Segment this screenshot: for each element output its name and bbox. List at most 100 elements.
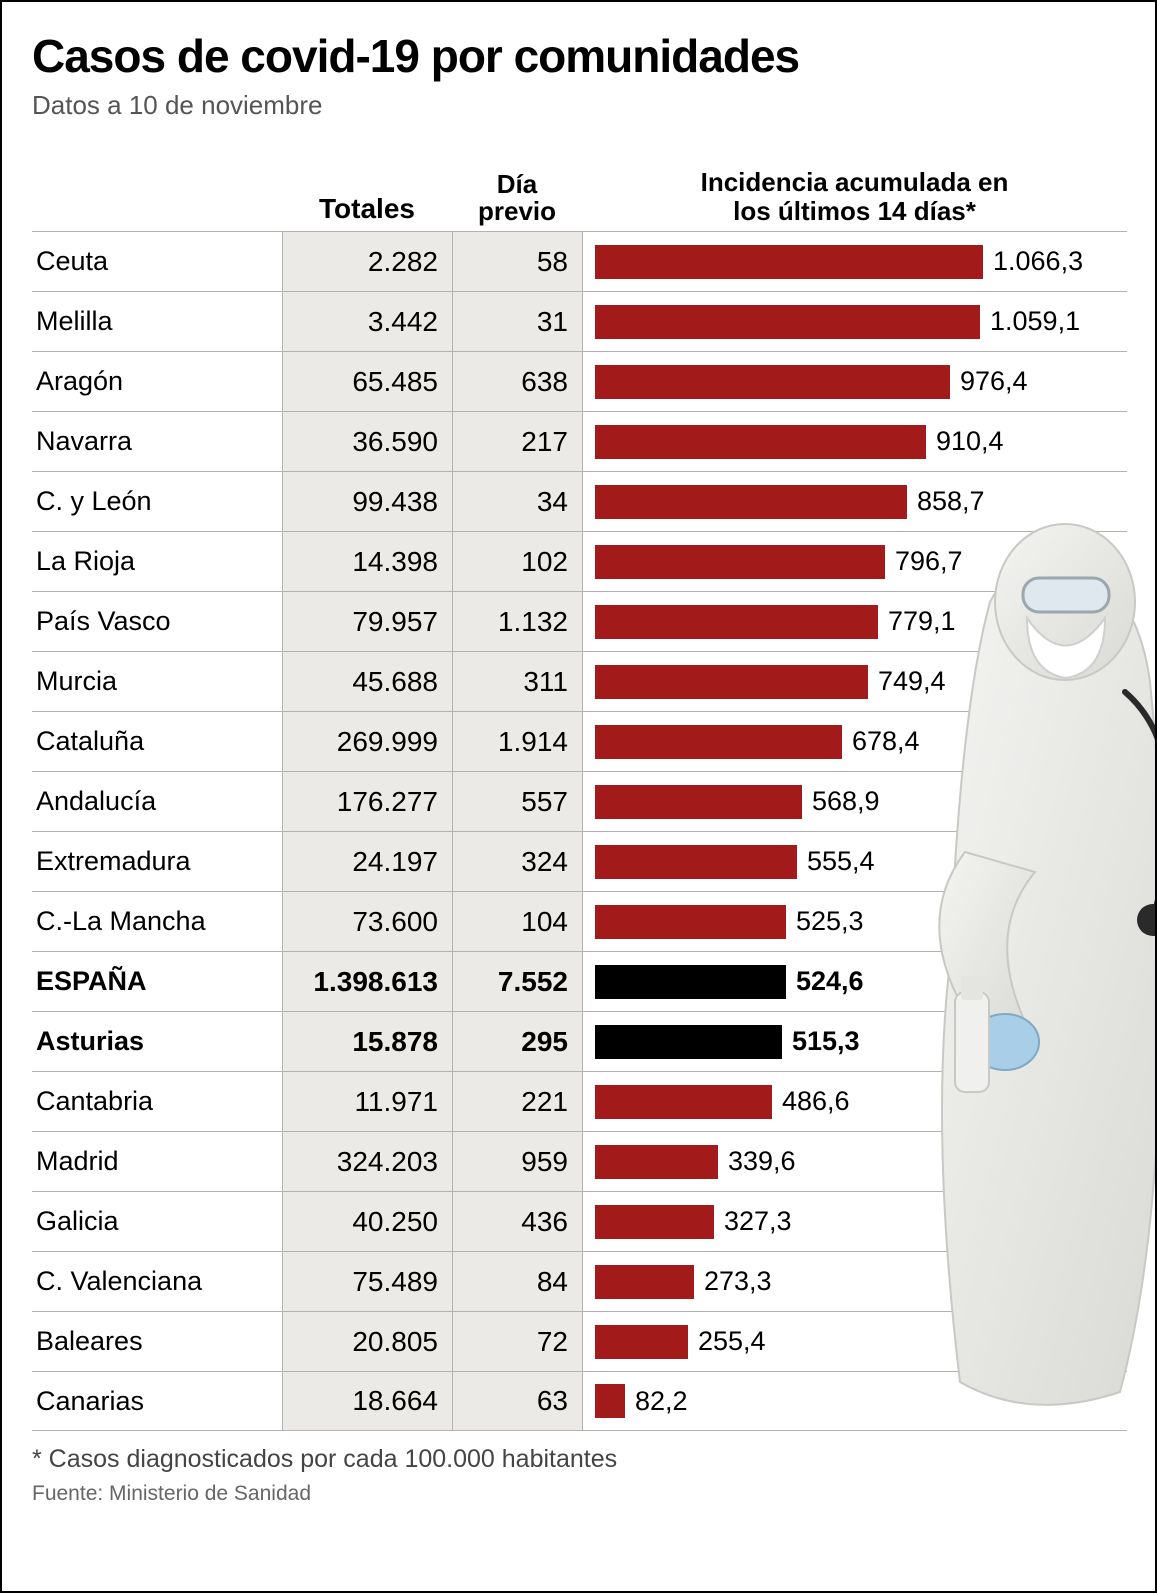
cell-prevday: 63 xyxy=(452,1372,582,1430)
cell-incidence: 525,3 xyxy=(582,892,1127,951)
incidence-bar xyxy=(595,785,802,819)
table-row: C.-La Mancha73.600104525,3 xyxy=(32,891,1127,951)
footnote: * Casos diagnosticados por cada 100.000 … xyxy=(32,1445,1155,1474)
table-row: Ceuta2.282581.066,3 xyxy=(32,231,1127,291)
incidence-bar xyxy=(595,1145,718,1179)
cell-total: 36.590 xyxy=(282,412,452,471)
cell-prevday: 221 xyxy=(452,1072,582,1131)
cell-incidence: 339,6 xyxy=(582,1132,1127,1191)
cell-total: 324.203 xyxy=(282,1132,452,1191)
table-row: Galicia40.250436 327,3 xyxy=(32,1191,1127,1251)
incidence-value: 255,4 xyxy=(698,1326,766,1357)
incidence-value: 339,6 xyxy=(728,1146,796,1177)
cell-incidence: 255,4 xyxy=(582,1312,1127,1371)
incidence-bar xyxy=(595,1025,782,1059)
cell-incidence: 524,6 xyxy=(582,952,1127,1011)
cell-total: 45.688 xyxy=(282,652,452,711)
incidence-bar xyxy=(595,485,907,519)
cell-prevday: 1.914 xyxy=(452,712,582,771)
cell-community: Baleares xyxy=(32,1312,282,1371)
table-row: Aragón65.485638976,4 xyxy=(32,351,1127,411)
infographic-page: Casos de covid-19 por comunidades Datos … xyxy=(0,0,1157,1593)
table-row: La Rioja14.398102796,7 xyxy=(32,531,1127,591)
incidence-bar xyxy=(595,845,797,879)
cell-total: 20.805 xyxy=(282,1312,452,1371)
cell-prevday: 311 xyxy=(452,652,582,711)
cell-total: 65.485 xyxy=(282,352,452,411)
cell-total: 40.250 xyxy=(282,1192,452,1251)
cell-incidence: 1.059,1 xyxy=(582,292,1127,351)
cell-prevday: 7.552 xyxy=(452,952,582,1011)
cell-community: País Vasco xyxy=(32,592,282,651)
incidence-bar xyxy=(595,725,842,759)
cell-prevday: 34 xyxy=(452,472,582,531)
table-row: Baleares20.80572255,4 xyxy=(32,1311,1127,1371)
cell-total: 18.664 xyxy=(282,1372,452,1430)
cell-prevday: 102 xyxy=(452,532,582,591)
cell-prevday: 84 xyxy=(452,1252,582,1311)
cell-prevday: 638 xyxy=(452,352,582,411)
cell-total: 269.999 xyxy=(282,712,452,771)
incidence-value: 678,4 xyxy=(852,726,920,757)
cell-total: 24.197 xyxy=(282,832,452,891)
cell-prevday: 557 xyxy=(452,772,582,831)
cell-incidence: 796,7 xyxy=(582,532,1127,591)
cell-prevday: 1.132 xyxy=(452,592,582,651)
table-row: Extremadura24.197324555,4 xyxy=(32,831,1127,891)
cell-community: Galicia xyxy=(32,1192,282,1251)
incidence-value: 82,2 xyxy=(635,1386,688,1417)
incidence-value: 749,4 xyxy=(878,666,946,697)
incidence-value: 796,7 xyxy=(895,546,963,577)
cell-community: Aragón xyxy=(32,352,282,411)
cell-incidence: 779,1 xyxy=(582,592,1127,651)
incidence-value: 555,4 xyxy=(807,846,875,877)
cell-prevday: 436 xyxy=(452,1192,582,1251)
cell-community: Andalucía xyxy=(32,772,282,831)
cell-total: 1.398.613 xyxy=(282,952,452,1011)
incidence-value: 568,9 xyxy=(812,786,880,817)
incidence-bar xyxy=(595,425,926,459)
cell-community: La Rioja xyxy=(32,532,282,591)
cell-incidence: 486,6 xyxy=(582,1072,1127,1131)
incidence-bar xyxy=(595,1085,772,1119)
incidence-value: 486,6 xyxy=(782,1086,850,1117)
cell-incidence: 273,3 xyxy=(582,1252,1127,1311)
cell-community: Extremadura xyxy=(32,832,282,891)
header-incidence: Incidencia acumulada en los últimos 14 d… xyxy=(582,168,1127,231)
cell-incidence: 568,9 xyxy=(582,772,1127,831)
cell-incidence: 749,4 xyxy=(582,652,1127,711)
cell-incidence: 910,4 xyxy=(582,412,1127,471)
incidence-bar xyxy=(595,1205,714,1239)
cell-prevday: 31 xyxy=(452,292,582,351)
incidence-value: 525,3 xyxy=(796,906,864,937)
table-row: Cantabria11.971221486,6 xyxy=(32,1071,1127,1131)
table-row: Asturias15.878295515,3 xyxy=(32,1011,1127,1071)
table-row: Cataluña269.9991.914 678,4 xyxy=(32,711,1127,771)
incidence-bar xyxy=(595,1384,625,1418)
cell-total: 176.277 xyxy=(282,772,452,831)
cell-total: 3.442 xyxy=(282,292,452,351)
cell-prevday: 58 xyxy=(452,232,582,291)
table-row: Madrid324.203959339,6 xyxy=(32,1131,1127,1191)
table-row: C. y León99.43834858,7 xyxy=(32,471,1127,531)
table-row: Melilla3.442311.059,1 xyxy=(32,291,1127,351)
cell-community: Cataluña xyxy=(32,712,282,771)
cell-total: 75.489 xyxy=(282,1252,452,1311)
page-subtitle: Datos a 10 de noviembre xyxy=(32,90,1155,121)
incidence-bar xyxy=(595,365,950,399)
cell-community: Cantabria xyxy=(32,1072,282,1131)
source: Fuente: Ministerio de Sanidad xyxy=(32,1482,1155,1506)
cell-community: Canarias xyxy=(32,1372,282,1430)
incidence-value: 858,7 xyxy=(917,486,985,517)
incidence-value: 1.059,1 xyxy=(990,306,1080,337)
incidence-bar xyxy=(595,305,980,339)
incidence-bar xyxy=(595,665,868,699)
data-table: Totales Día previo Incidencia acumulada … xyxy=(32,139,1127,1431)
incidence-bar xyxy=(595,545,885,579)
page-title: Casos de covid-19 por comunidades xyxy=(32,32,1155,80)
incidence-value: 910,4 xyxy=(936,426,1004,457)
incidence-value: 327,3 xyxy=(724,1206,792,1237)
incidence-bar xyxy=(595,965,786,999)
cell-community: C.-La Mancha xyxy=(32,892,282,951)
incidence-bar xyxy=(595,245,983,279)
